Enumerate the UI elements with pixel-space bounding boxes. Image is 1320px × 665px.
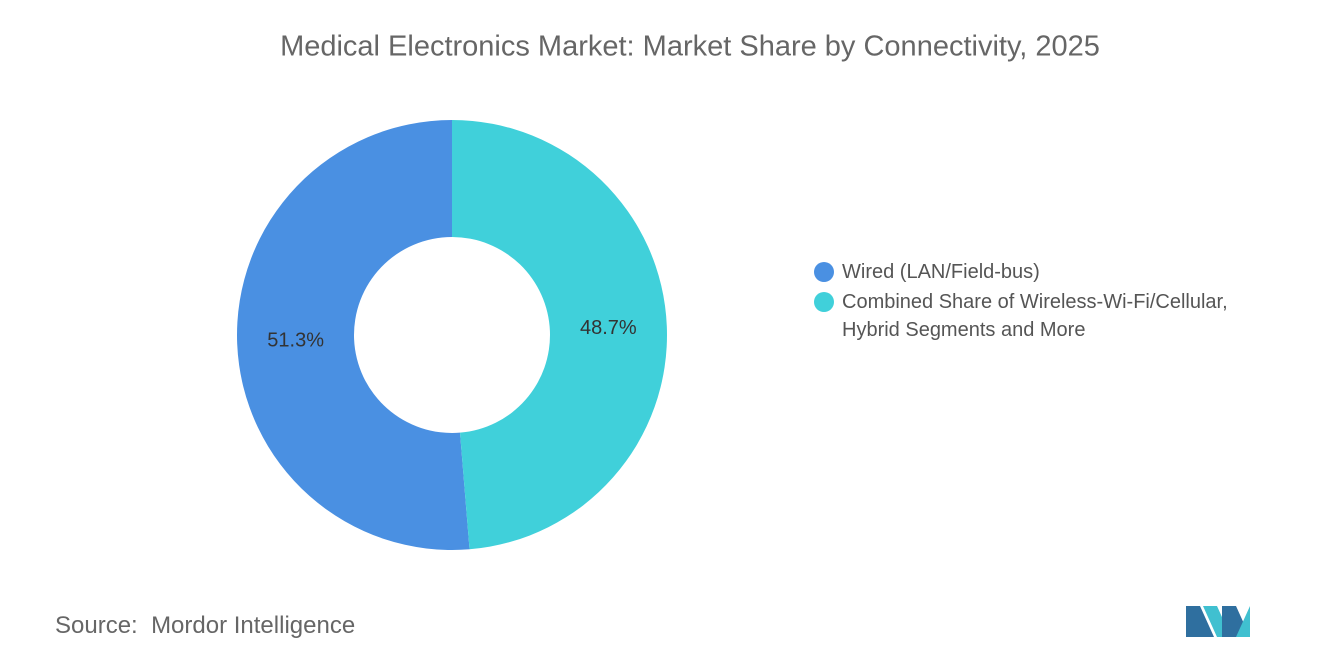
donut-slice: [237, 120, 470, 551]
data-label: 48.7%: [580, 317, 637, 339]
source-label: Source:: [55, 612, 138, 639]
legend-label: Combined Share of Wireless-Wi-Fi/Cellula…: [842, 291, 1228, 341]
legend-item: Combined Share of Wireless-Wi-Fi/Cellula…: [814, 288, 1239, 344]
source-text: Mordor Intelligence: [151, 612, 356, 639]
legend-swatch: [814, 262, 834, 282]
legend: Wired (LAN/Field-bus) Combined Share of W…: [814, 258, 1239, 346]
source: Source: Mordor Intelligence: [55, 612, 355, 640]
legend-swatch: [814, 292, 834, 312]
donut-slice: [452, 120, 668, 550]
chart-title: Medical Electronics Market: Market Share…: [280, 31, 1100, 63]
logo: [1186, 606, 1250, 637]
data-label: 51.3%: [267, 330, 324, 352]
legend-item: Wired (LAN/Field-bus): [814, 258, 1239, 286]
legend-label: Wired (LAN/Field-bus): [842, 261, 1040, 283]
